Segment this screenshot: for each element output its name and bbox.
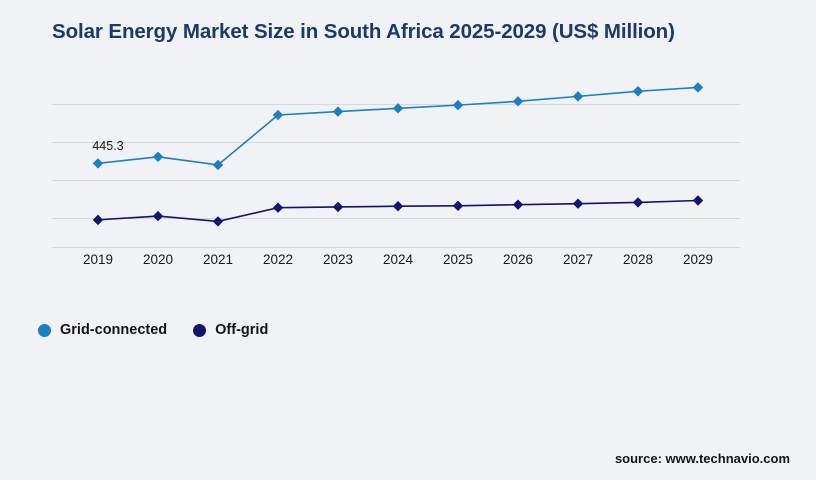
gridline	[52, 142, 740, 143]
x-axis-tick: 2025	[442, 252, 474, 267]
x-axis-tick: 2021	[202, 252, 234, 267]
gridline	[52, 247, 740, 248]
series-marker[interactable]	[332, 106, 344, 117]
legend-label: Grid-connected	[60, 322, 168, 338]
legend-item-off-grid[interactable]: Off-grid	[193, 322, 268, 338]
x-axis-labels: 2019 2020 2021 2022 2023 2024 2025 2026 2027 2028…	[52, 252, 740, 274]
series-lines	[92, 82, 704, 227]
x-axis-tick: 2022	[262, 252, 294, 267]
gridline	[52, 104, 740, 105]
series-marker[interactable]	[512, 96, 524, 107]
series-line	[97, 86, 699, 166]
legend-color-swatch-icon	[38, 323, 51, 337]
source-attribution: source: www.technavio.com	[614, 451, 790, 466]
chart-title: Solar Energy Market Size in South Africa…	[52, 20, 675, 43]
legend-label: Off-grid	[215, 322, 269, 338]
x-axis-tick: 2029	[682, 252, 714, 267]
series-marker[interactable]	[692, 195, 704, 206]
x-axis-tick: 2024	[382, 252, 414, 267]
series-marker[interactable]	[152, 210, 164, 222]
series-marker[interactable]	[572, 91, 584, 102]
series-marker[interactable]	[92, 158, 104, 169]
x-axis-tick: 2023	[322, 252, 354, 267]
series-marker[interactable]	[452, 200, 464, 212]
series-marker[interactable]	[212, 216, 224, 227]
x-axis-tick: 2019	[82, 252, 114, 267]
series-marker[interactable]	[692, 82, 704, 93]
series-marker[interactable]	[152, 151, 164, 162]
gridline	[52, 218, 740, 219]
series-marker[interactable]	[392, 103, 404, 114]
series-marker[interactable]	[272, 109, 284, 121]
series-marker[interactable]	[572, 198, 584, 209]
series-marker[interactable]	[332, 201, 344, 213]
x-axis-tick: 2027	[562, 252, 594, 267]
series-marker[interactable]	[452, 99, 464, 111]
series-marker[interactable]	[272, 202, 284, 213]
series-marker[interactable]	[392, 201, 404, 212]
plot-area: 445.3	[52, 82, 740, 248]
series-marker[interactable]	[92, 214, 104, 226]
x-axis-tick: 2026	[502, 252, 534, 267]
series-marker[interactable]	[632, 86, 644, 97]
series-marker[interactable]	[632, 197, 644, 208]
gridline	[52, 180, 740, 181]
x-axis-tick: 2020	[142, 252, 174, 267]
series-marker[interactable]	[512, 199, 524, 210]
legend-color-swatch-icon	[193, 323, 207, 337]
x-axis-tick: 2028	[622, 252, 654, 267]
data-point-label: 445.3	[92, 139, 124, 154]
series-marker[interactable]	[212, 159, 224, 171]
chart-legend: Grid-connected Off-grid	[38, 322, 268, 338]
legend-item-grid-connected[interactable]: Grid-connected	[38, 322, 167, 338]
